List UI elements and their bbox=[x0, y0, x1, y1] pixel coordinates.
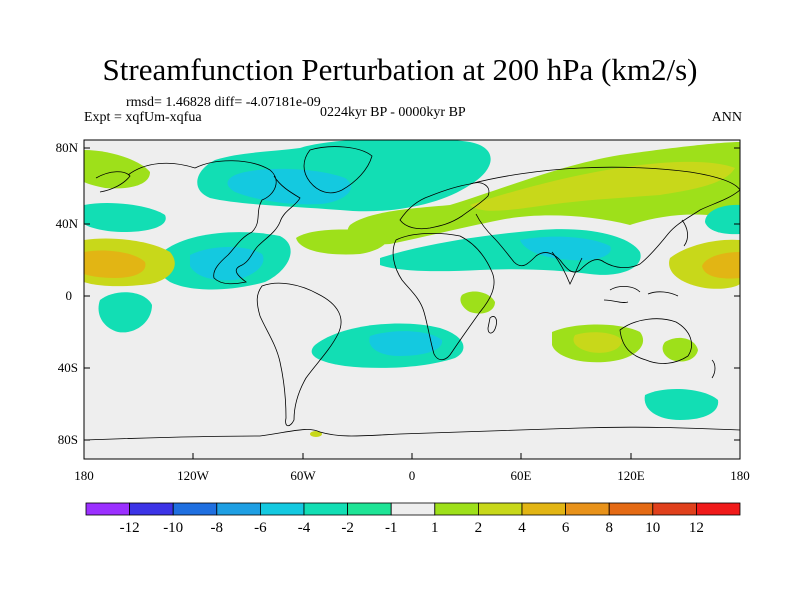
lon-label-180e: 180 bbox=[730, 468, 750, 483]
coastline-africa bbox=[392, 232, 495, 361]
contour-negative-epacific bbox=[98, 292, 152, 333]
colorbar-label: 6 bbox=[562, 520, 570, 536]
experiment-label: Expt = xqfUm-xqfua bbox=[84, 110, 202, 125]
lon-label-180w: 180 bbox=[74, 468, 94, 483]
contour-positive-arctic-left bbox=[84, 150, 150, 189]
coastline-india bbox=[551, 251, 583, 285]
lon-label-60w: 60W bbox=[290, 468, 316, 483]
colorbar-swatch bbox=[172, 502, 218, 516]
contour-positive-eurasia-core bbox=[470, 161, 735, 211]
colorbar: -12 -10 -8 -6 -4 -2 -1 1 2 4 6 8 10 12 bbox=[85, 502, 741, 536]
colorbar-label: -10 bbox=[163, 520, 183, 536]
coastline-south-america bbox=[256, 282, 342, 427]
colorbar-swatch bbox=[696, 502, 741, 516]
period-label: 0224kyr BP - 0000kyr BP bbox=[320, 105, 466, 120]
colorbar-swatch bbox=[129, 502, 174, 516]
contour-negative-tropics-core bbox=[520, 236, 611, 261]
colorbar-label: -8 bbox=[211, 520, 224, 536]
colorbar-label: 1 bbox=[431, 520, 439, 536]
colorbar-label: -12 bbox=[120, 520, 140, 536]
coastline-greenland bbox=[303, 146, 373, 194]
colorbar-swatch bbox=[565, 502, 610, 516]
colorbar-label: 4 bbox=[518, 520, 526, 536]
lat-label-80s: 80S bbox=[58, 432, 78, 447]
colorbar-label: 10 bbox=[645, 520, 660, 536]
contour-positive-pacific-left-core bbox=[84, 250, 146, 278]
coastlines bbox=[84, 146, 740, 441]
contour-negative-satlantic-core bbox=[369, 331, 443, 356]
colorbar-swatch bbox=[303, 502, 348, 516]
colorbar-label: -6 bbox=[254, 520, 267, 536]
colorbar-swatch bbox=[434, 502, 479, 516]
contour-negative-caribbean-core bbox=[190, 246, 264, 281]
season-label: ANN bbox=[711, 110, 742, 125]
colorbar-label: 12 bbox=[689, 520, 704, 536]
lon-ticks bbox=[83, 453, 741, 459]
lat-label-eq: 0 bbox=[66, 288, 73, 303]
contour-negative-southern bbox=[644, 388, 719, 420]
coastline-new-zealand bbox=[711, 359, 716, 379]
contour-negative-npacific-right bbox=[705, 204, 740, 235]
lat-ticks bbox=[84, 147, 740, 441]
contour-positive-drake bbox=[310, 431, 322, 437]
contour-positive-indian-core bbox=[573, 332, 622, 353]
contour-positive-atlantic bbox=[296, 229, 388, 255]
contour-negative-npacific-left bbox=[84, 203, 166, 232]
lon-label-120e: 120E bbox=[617, 468, 645, 483]
coastline-madagascar bbox=[487, 316, 497, 334]
colorbar-label: -4 bbox=[298, 520, 311, 536]
lat-label-40s: 40S bbox=[58, 360, 78, 375]
lon-label-0: 0 bbox=[409, 468, 416, 483]
colorbar-swatch bbox=[608, 502, 654, 516]
coastline-indonesia bbox=[603, 286, 679, 303]
contour-positive-pacific-right-core bbox=[702, 252, 740, 279]
colorbar-label: 2 bbox=[475, 520, 483, 536]
colorbar-swatch bbox=[216, 502, 261, 516]
coastline-japan bbox=[681, 219, 688, 247]
coastline-asia bbox=[469, 166, 740, 273]
colorbar-swatch bbox=[85, 502, 130, 516]
colorbar-swatch bbox=[477, 502, 523, 516]
coastline-australia bbox=[619, 318, 692, 364]
contour-negative-arctic-core bbox=[227, 168, 351, 205]
lat-label-40n: 40N bbox=[56, 216, 79, 231]
coastline-antarctica bbox=[84, 426, 740, 441]
coastline-europe bbox=[399, 182, 490, 230]
lon-label-120w: 120W bbox=[177, 468, 210, 483]
contour-positive-australia bbox=[662, 337, 698, 362]
lon-label-60e: 60E bbox=[511, 468, 532, 483]
contour-positive-eafrica bbox=[460, 291, 495, 314]
colorbar-swatch bbox=[652, 502, 697, 516]
colorbar-swatch bbox=[347, 502, 392, 516]
coastline-north-america bbox=[127, 160, 301, 285]
colorbar-swatch bbox=[521, 502, 566, 516]
colorbar-label: -1 bbox=[385, 520, 398, 536]
coastline-alaska bbox=[95, 171, 131, 193]
lat-label-80n: 80N bbox=[56, 140, 79, 155]
colorbar-swatch bbox=[259, 502, 305, 516]
colorbar-label: -2 bbox=[341, 520, 354, 536]
colorbar-swatch bbox=[390, 502, 436, 516]
stats-text: rmsd= 1.46828 diff= -4.07181e-09 bbox=[126, 95, 321, 110]
colorbar-label: 8 bbox=[605, 520, 613, 536]
chart-title: Streamfunction Perturbation at 200 hPa (… bbox=[102, 52, 698, 87]
